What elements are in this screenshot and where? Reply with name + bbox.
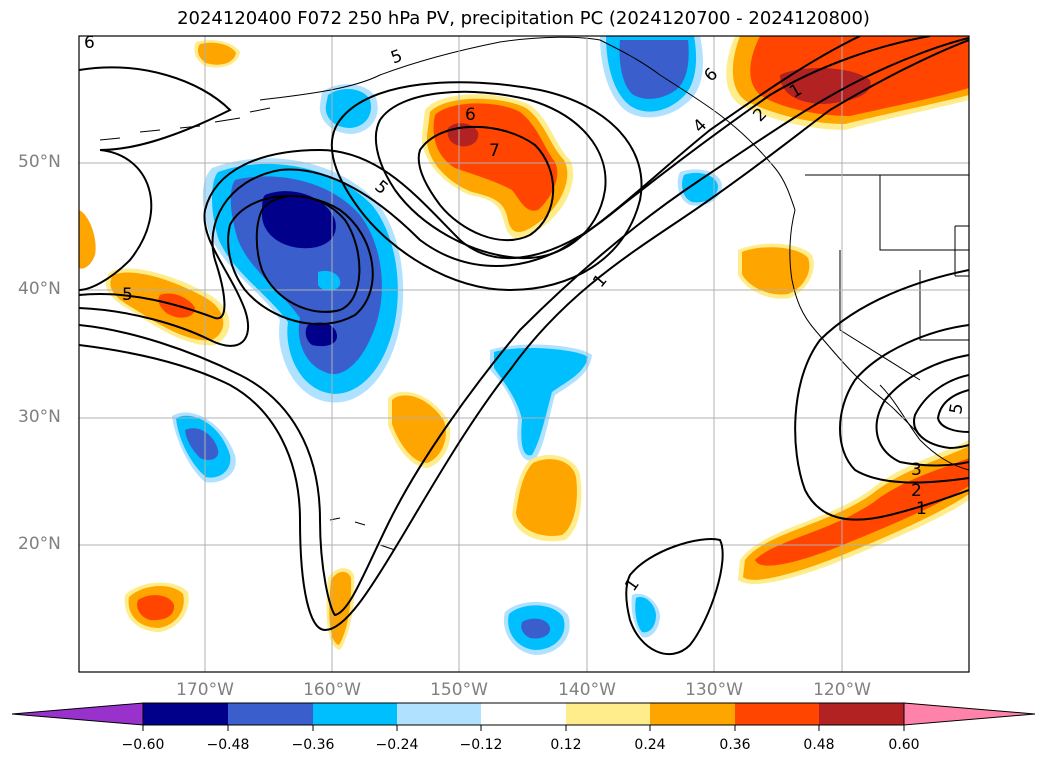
contour-1-loop-sw (625, 538, 724, 656)
map-border (78, 35, 970, 673)
colorbar-tick-label: −0.12 (459, 737, 503, 753)
colorbar-tick-label: −0.48 (206, 737, 250, 753)
contour-trough-3 (79, 36, 931, 347)
colorbar-segment (481, 703, 566, 725)
colorbar-segment (397, 703, 481, 725)
shade-neg-dark (262, 191, 336, 249)
contour-ridge-6 (374, 90, 607, 260)
shade-neg-sky-hole (318, 270, 341, 291)
contour-label: 6 (84, 33, 95, 53)
colorbar-segment (566, 703, 650, 725)
contour-label: 6 (465, 105, 476, 125)
contour-ridge-5 (330, 81, 643, 292)
pv-contours (79, 36, 969, 656)
colorbar-segment (819, 703, 904, 725)
colorbar-segment (143, 703, 228, 725)
lon-label-150w: 150°W (430, 680, 488, 700)
shade-neg-7b (635, 597, 656, 633)
lat-label-20n: 20°N (18, 534, 61, 554)
shade-pos-10-red (137, 595, 175, 621)
shade-neg-4b (494, 347, 588, 456)
contour-trough-2 (79, 37, 969, 617)
contour-3-east (875, 354, 969, 467)
colorbar-extend-low (11, 702, 144, 726)
contour-ridge-7 (417, 125, 555, 242)
lon-label-120w: 120°W (813, 680, 871, 700)
shade-neg-alaska-c (619, 40, 689, 99)
colorbar (11, 702, 1036, 731)
colorbar-extend-high (903, 702, 1036, 726)
shade-pos-11-red (755, 458, 969, 566)
colorbar-segment (735, 703, 819, 725)
contour-trough-outer (79, 39, 969, 632)
contour-label: 5 (946, 402, 968, 416)
contour-trough-4 (79, 36, 861, 320)
contour-label: 2 (911, 481, 922, 501)
contour-label: 7 (489, 141, 500, 161)
shade-pos-5b (198, 42, 236, 65)
shade-pos-4 (79, 210, 96, 269)
colorbar-tick-label: 0.48 (803, 737, 835, 753)
map-title: 2024120400 F072 250 hPa PV, precipitatio… (177, 8, 870, 29)
contour-5-east (936, 389, 969, 433)
colorbar-tick-label: 0.36 (719, 737, 751, 753)
colorbar-tick-label: −0.24 (375, 737, 419, 753)
lat-label-30n: 30°N (18, 407, 61, 427)
shade-neg-3b (682, 172, 718, 203)
shade-neg-2b (325, 88, 372, 128)
lon-label-160w: 160°W (303, 680, 361, 700)
colorbar-tick-label: 0.12 (550, 737, 582, 753)
lat-label-40n: 40°N (18, 279, 61, 299)
contour-1-east (794, 269, 969, 521)
shade-neg-dark-2 (305, 322, 338, 347)
lon-label-140w: 140°W (558, 680, 616, 700)
shade-neg-5c (185, 428, 219, 460)
contour-4-east (913, 374, 969, 450)
colorbar-tick-label: 0.24 (634, 737, 666, 753)
contour-label: 1 (916, 499, 927, 519)
colorbar-tick-label: −0.36 (291, 737, 335, 753)
negative-shading (172, 36, 722, 655)
contour-5-west (79, 66, 232, 291)
contour-2-east (839, 324, 969, 484)
colorbar-tick-label: 0.60 (888, 737, 920, 753)
us-west-coast (789, 209, 926, 441)
colorbar-segment (313, 703, 397, 725)
shade-pos-8-orange (516, 459, 577, 536)
colorbar-segment (650, 703, 735, 725)
colorbar-frame (142, 702, 905, 726)
contour-cutoff-low-inner (227, 194, 374, 326)
contour-label: 5 (122, 285, 133, 305)
alaska-coast (259, 36, 796, 211)
lat-label-50n: 50°N (18, 152, 61, 172)
aleutians (99, 107, 271, 141)
colorbar-tick-label: −0.60 (121, 737, 165, 753)
state-lines (839, 175, 969, 381)
lon-label-130w: 130°W (685, 680, 743, 700)
lon-label-170w: 170°W (176, 680, 234, 700)
shade-neg-6c (521, 618, 551, 639)
colorbar-segment (228, 703, 313, 725)
contour-label: 3 (911, 460, 922, 480)
